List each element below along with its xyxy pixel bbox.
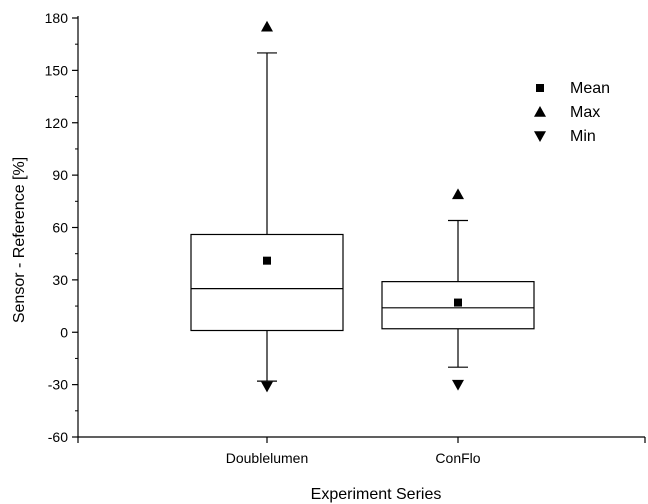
boxes-layer [190,20,535,393]
max-marker [452,188,464,200]
legend-marker-triangle-down [534,131,546,142]
y-tick-label-180: 180 [45,10,69,26]
box-Doublelumen [190,20,344,393]
y-tick-label-30: 30 [52,272,68,288]
x-axis-label: Experiment Series [311,486,442,503]
axes: -60 -30 0 30 60 90 120 150 180 Doublelumen ConFlo [45,10,646,466]
legend: Mean Max Min [534,80,610,145]
y-tick-label-60: 60 [52,220,68,236]
legend-label-max: Max [570,104,600,121]
y-tick-label-150: 150 [45,62,69,78]
min-marker [261,381,273,393]
y-tick-label--30: -30 [48,377,68,393]
box-ConFlo [381,188,535,391]
legend-marker-square [536,84,544,92]
y-axis-label: Sensor - Reference [%] [11,157,28,323]
x-tick-label-ConFlo: ConFlo [435,450,480,466]
x-tick-label-Doublelumen: Doublelumen [226,450,309,466]
legend-marker-triangle-up [534,106,546,117]
legend-label-min: Min [570,128,596,145]
y-tick-label--60: -60 [48,429,68,445]
min-marker [452,379,464,391]
y-tick-label-90: 90 [52,167,68,183]
legend-label-mean: Mean [570,80,610,97]
max-marker [261,20,273,32]
y-tick-label-0: 0 [60,324,68,340]
mean-marker [263,256,271,265]
y-tick-label-120: 120 [45,115,69,131]
iqr-box [190,233,344,332]
mean-marker [454,298,462,307]
